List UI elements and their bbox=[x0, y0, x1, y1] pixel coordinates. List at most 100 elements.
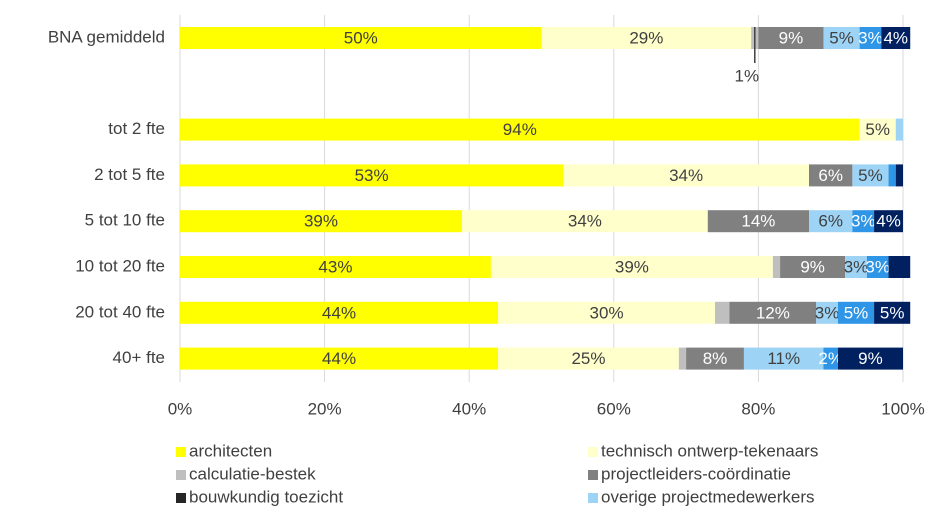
data-label: 11% bbox=[767, 349, 800, 368]
bar-segment bbox=[895, 118, 903, 141]
data-label: 3% bbox=[858, 28, 883, 47]
data-label: 25% bbox=[571, 349, 605, 368]
data-label: 94% bbox=[503, 120, 537, 139]
data-label: 9% bbox=[800, 257, 825, 276]
data-label: 50% bbox=[344, 28, 378, 47]
legend-label: projectleiders-coördinatie bbox=[601, 464, 791, 483]
bar-segment bbox=[461, 210, 708, 233]
data-label: 4% bbox=[876, 212, 901, 231]
data-label: 3% bbox=[865, 257, 890, 276]
bar-segment bbox=[707, 210, 810, 233]
data-label: 5% bbox=[829, 28, 854, 47]
y-tick-label: 40+ fte bbox=[113, 348, 165, 367]
data-label: 4% bbox=[883, 28, 908, 47]
data-label: 44% bbox=[322, 349, 356, 368]
data-label: 34% bbox=[568, 212, 602, 231]
bar-segment bbox=[809, 164, 853, 187]
data-label: 3% bbox=[844, 257, 869, 276]
bar-segment bbox=[180, 347, 499, 370]
bar-segment bbox=[563, 164, 810, 187]
bar-segment bbox=[859, 27, 882, 49]
bar-segment bbox=[180, 164, 564, 187]
data-label: 9% bbox=[779, 28, 804, 47]
data-label: 5% bbox=[880, 303, 905, 322]
bar-segment bbox=[743, 347, 824, 370]
bar-segment bbox=[180, 210, 462, 233]
bar-segment bbox=[498, 301, 716, 324]
bar-segment bbox=[809, 210, 853, 233]
bar-segment bbox=[180, 301, 499, 324]
x-tick-label: 60% bbox=[597, 399, 631, 418]
bar-segment bbox=[490, 256, 773, 278]
bar-segment bbox=[180, 27, 542, 49]
data-label: 5% bbox=[865, 120, 890, 139]
x-tick-label: 0% bbox=[168, 399, 193, 418]
bar-segment bbox=[729, 301, 817, 324]
bar-segment bbox=[888, 164, 896, 187]
data-label: 9% bbox=[858, 349, 883, 368]
legend-label: architecten bbox=[189, 441, 272, 460]
x-tick-label: 80% bbox=[741, 399, 775, 418]
data-label: 1% bbox=[734, 66, 759, 85]
y-tick-label: 20 tot 40 fte bbox=[75, 302, 165, 321]
legend-swatch bbox=[176, 470, 186, 480]
data-label: 5% bbox=[858, 166, 883, 185]
bar-segment bbox=[888, 256, 911, 278]
bar-segment bbox=[859, 118, 896, 141]
y-tick-label: 5 tot 10 fte bbox=[85, 211, 165, 230]
bar-segment bbox=[758, 27, 824, 49]
data-label: 14% bbox=[741, 212, 775, 231]
bar-segment bbox=[180, 118, 860, 141]
bar-segment bbox=[823, 347, 838, 370]
bar-segment bbox=[837, 301, 875, 324]
bar-segment bbox=[823, 27, 860, 49]
bar-segment bbox=[715, 301, 730, 324]
data-label: 5% bbox=[844, 303, 869, 322]
bar-segment bbox=[852, 164, 889, 187]
legend-swatch bbox=[176, 447, 186, 457]
data-label: 39% bbox=[304, 212, 338, 231]
data-label: 53% bbox=[355, 166, 389, 185]
legend-swatch bbox=[176, 493, 186, 503]
legend-label: calculatie-bestek bbox=[189, 464, 316, 483]
data-label: 2% bbox=[818, 349, 843, 368]
data-label: 3% bbox=[815, 303, 840, 322]
x-tick-label: 40% bbox=[452, 399, 486, 418]
y-tick-label: BNA gemiddeld bbox=[48, 27, 165, 46]
x-tick-label: 100% bbox=[881, 399, 924, 418]
x-tick-label: 20% bbox=[308, 399, 342, 418]
bar-segment bbox=[837, 347, 903, 370]
legend-swatch bbox=[588, 493, 598, 503]
bar-segment bbox=[852, 210, 875, 233]
data-label: 3% bbox=[851, 212, 876, 231]
data-label: 43% bbox=[318, 257, 352, 276]
bar-segment bbox=[772, 256, 781, 278]
bar-segment bbox=[686, 347, 744, 370]
bar-segment bbox=[895, 164, 903, 187]
data-label: 6% bbox=[818, 212, 843, 231]
bar-segment bbox=[498, 347, 679, 370]
bar-segment bbox=[541, 27, 752, 49]
bar-segment bbox=[780, 256, 846, 278]
legend-label: bouwkundig toezicht bbox=[189, 487, 343, 506]
data-label: 39% bbox=[615, 257, 649, 276]
y-tick-label: 10 tot 20 fte bbox=[75, 256, 165, 275]
bar-segment bbox=[816, 301, 838, 324]
bar-segment bbox=[866, 256, 889, 278]
bar-segment bbox=[678, 347, 687, 370]
bar-segment bbox=[845, 256, 867, 278]
legend-swatch bbox=[588, 447, 598, 457]
legend-label: overige projectmedewerkers bbox=[601, 487, 815, 506]
data-label: 44% bbox=[322, 303, 356, 322]
bar-segment bbox=[881, 27, 911, 49]
data-label: 6% bbox=[818, 166, 843, 185]
bar-segment bbox=[874, 301, 911, 324]
data-label: 29% bbox=[629, 28, 663, 47]
y-tick-label: tot 2 fte bbox=[108, 119, 165, 138]
legend-label: technisch ontwerp-tekenaars bbox=[601, 441, 818, 460]
data-label: 30% bbox=[590, 303, 624, 322]
legend-swatch bbox=[588, 470, 598, 480]
data-label: 12% bbox=[756, 303, 790, 322]
